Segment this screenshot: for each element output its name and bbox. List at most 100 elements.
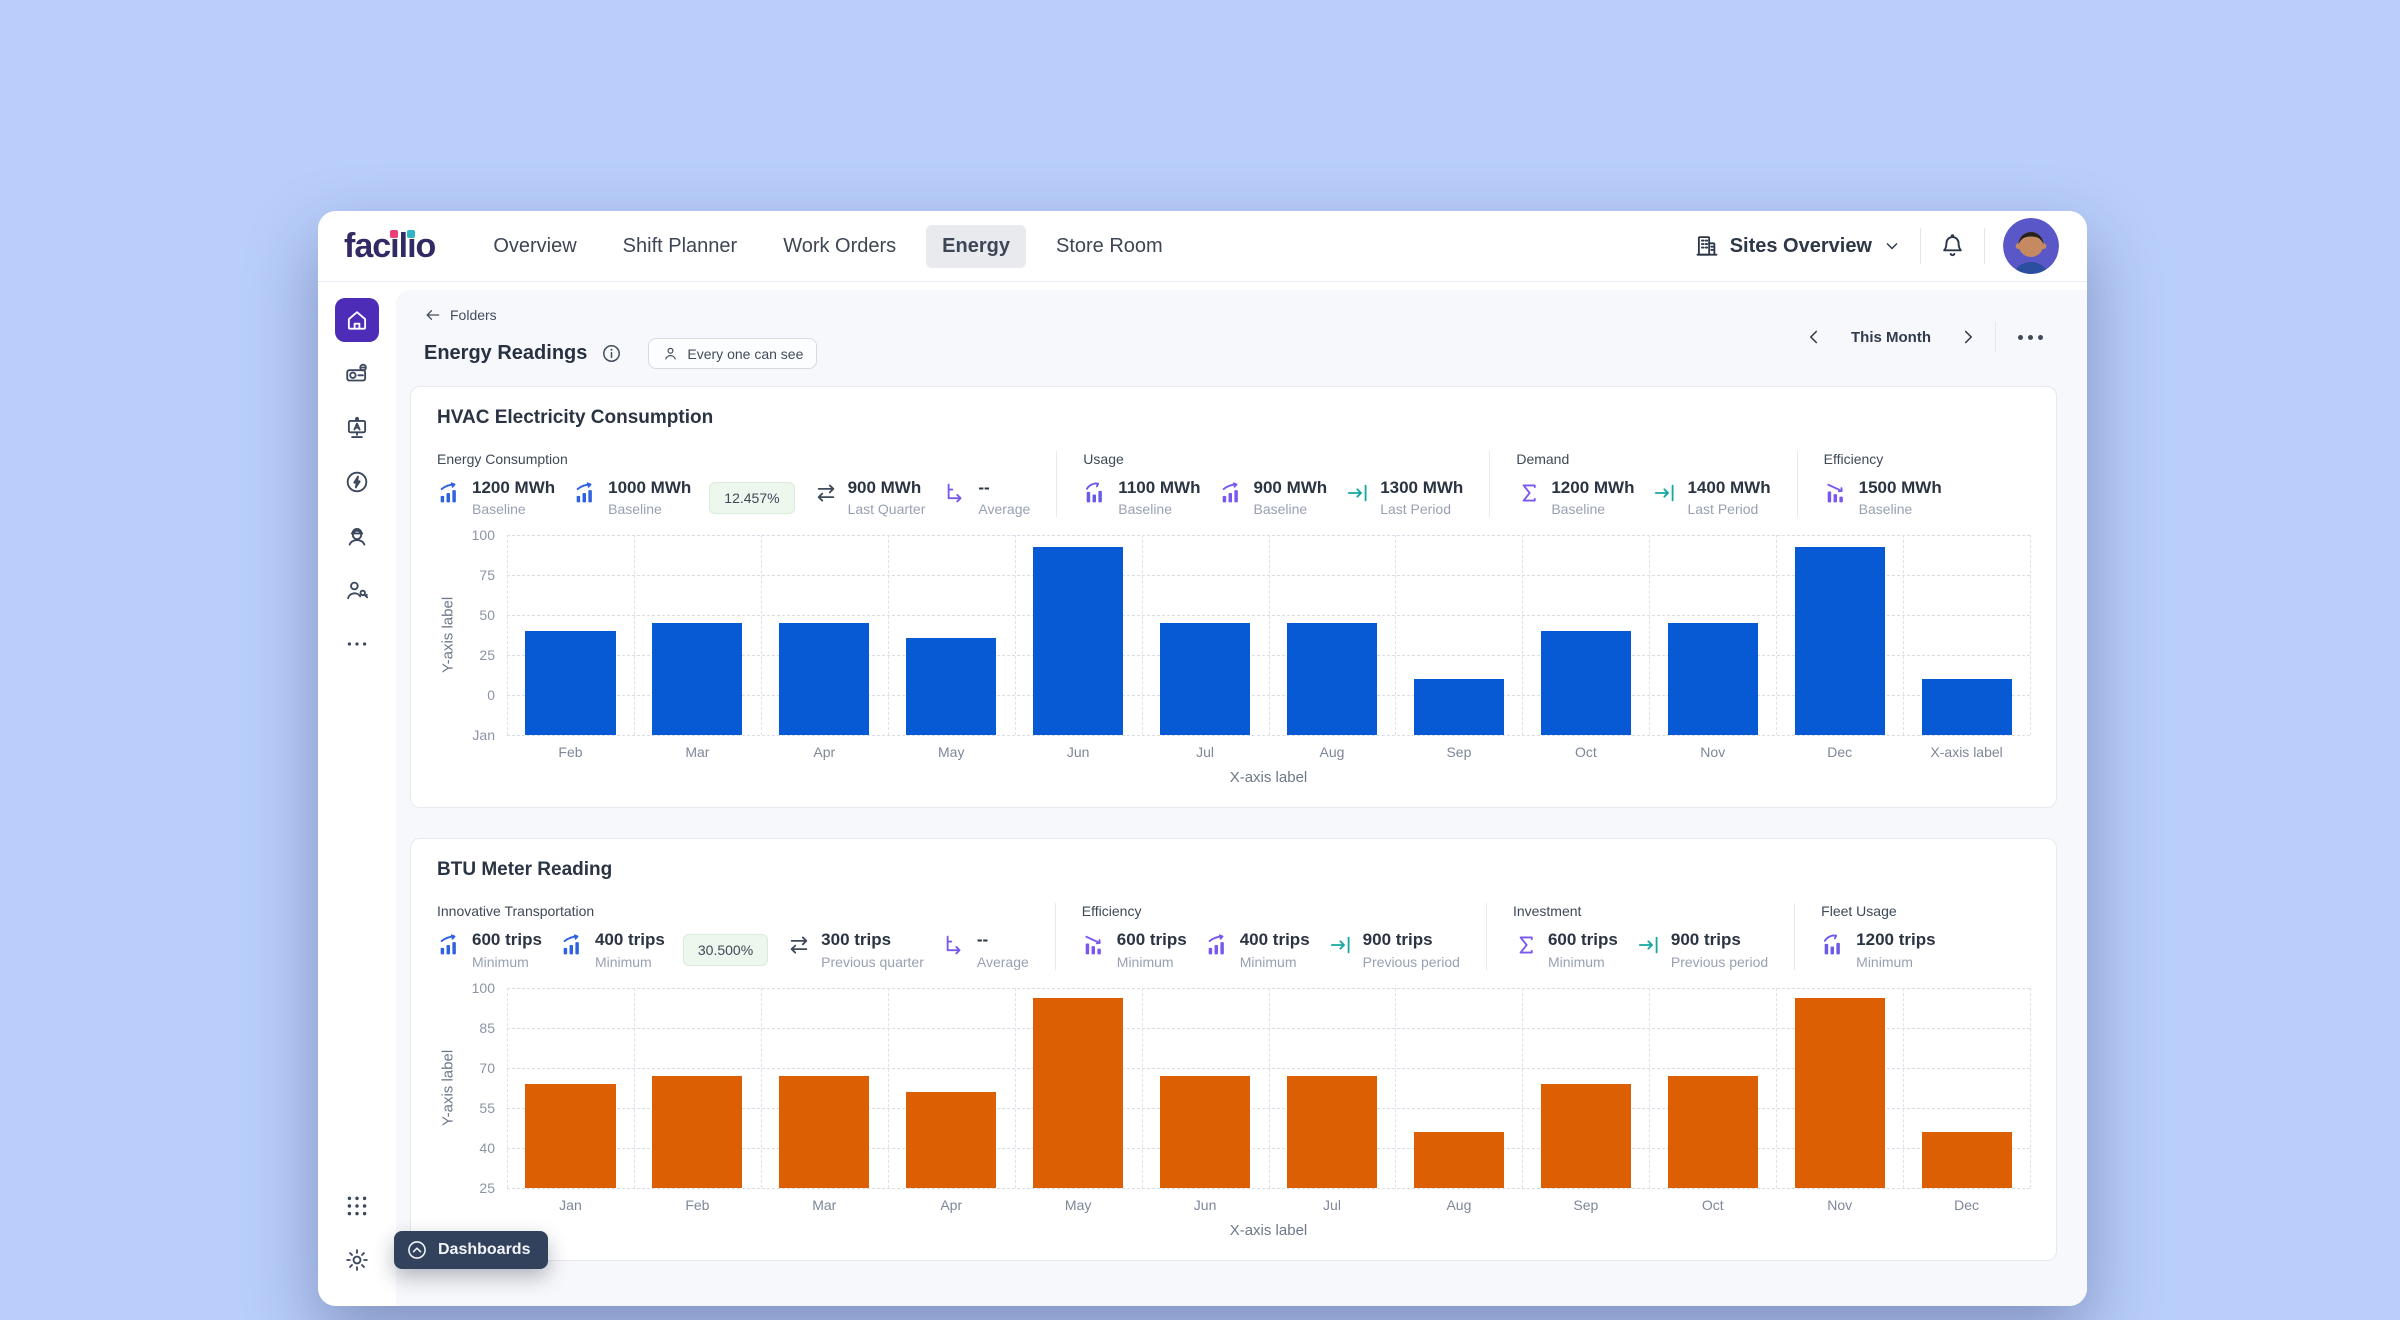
visibility-badge[interactable]: Every one can see [648, 338, 818, 369]
bar-column [1776, 535, 1903, 736]
x-tick-label: May [938, 744, 965, 761]
bar-column [507, 535, 634, 736]
x-tick-label: Jul [1196, 744, 1215, 761]
bar[interactable] [1286, 1075, 1378, 1188]
nav-item-overview[interactable]: Overview [493, 234, 577, 257]
bar[interactable] [1033, 546, 1124, 736]
breadcrumb-back[interactable]: Folders [424, 306, 497, 324]
bar-column [634, 988, 761, 1188]
bar-column [1903, 988, 2030, 1188]
kpi-group-label: Fleet Usage [1821, 903, 1897, 920]
divider [1984, 228, 1985, 264]
kpi-sublabel: Previous period [1362, 953, 1460, 970]
dashboards-button-label: Dashboards [438, 1241, 531, 1258]
sidebar-item-home[interactable] [335, 298, 379, 342]
bar[interactable] [1794, 998, 1885, 1188]
bar[interactable] [1413, 679, 1504, 736]
nav-item-store-room[interactable]: Store Room [1055, 234, 1163, 257]
kpi-group-label: Investment [1512, 903, 1582, 920]
y-axis-ticks: 100 75 50 25 0 Jan [459, 527, 507, 743]
bar[interactable] [1413, 1131, 1504, 1188]
user-avatar[interactable] [2003, 218, 2059, 274]
bars-up-icon [573, 480, 599, 506]
workforce-icon [344, 523, 370, 549]
cards-container: HVAC Electricity Consumption Energy Consu… [410, 386, 2057, 1261]
sidebar-item-kiosk[interactable] [335, 406, 379, 450]
bar[interactable] [652, 623, 743, 736]
kpi-stat: 600 trips Minimum [1082, 930, 1187, 970]
y-tick-label: 100 [471, 527, 495, 544]
bar[interactable] [1794, 546, 1885, 736]
sidebar-item-settings[interactable] [335, 1238, 379, 1282]
bar[interactable] [906, 637, 997, 736]
prev-period-button[interactable] [1803, 326, 1825, 348]
kpi-sublabel: Baseline [608, 501, 662, 518]
kpi-stat: 1200 MWh Baseline [1516, 478, 1634, 517]
bar[interactable] [525, 1083, 616, 1188]
bar[interactable] [906, 1091, 997, 1188]
bar[interactable] [1667, 1075, 1758, 1188]
v-gridline [1776, 535, 1778, 736]
nav-item-work-orders[interactable]: Work Orders [783, 234, 897, 257]
x-tick-label: Dec [1827, 744, 1853, 761]
v-gridline [2030, 535, 2031, 736]
dashboards-button[interactable]: Dashboards [394, 1231, 549, 1269]
x-tick-label: Apr [940, 1196, 963, 1213]
bar[interactable] [1540, 631, 1631, 736]
bars-up-icon [560, 932, 586, 958]
next-period-button[interactable] [1957, 326, 1979, 348]
bar-column [1015, 535, 1142, 736]
sidebar-item-energy[interactable] [335, 460, 379, 504]
kpi-value: 1300 MWh [1380, 478, 1464, 497]
bar[interactable] [1033, 998, 1124, 1188]
technician-icon [344, 577, 370, 603]
bar[interactable] [779, 1075, 870, 1188]
kpi-group: Efficiency 600 trips Minimum 400 trips Minim… [1054, 903, 1486, 970]
bar[interactable] [652, 1075, 743, 1188]
y-tick-label: 25 [479, 1179, 495, 1196]
v-gridline [633, 535, 635, 736]
site-selector[interactable]: Sites Overview [1694, 233, 1902, 259]
bar[interactable] [1160, 1075, 1251, 1188]
nav-item-shift-planner[interactable]: Shift Planner [622, 234, 738, 257]
x-tick-label: Nov [1827, 1196, 1853, 1213]
bar-column [1903, 535, 2030, 736]
v-gridline [1649, 535, 1651, 736]
kpi-group-label: Usage [1083, 451, 1124, 467]
kpi-text: 1100 MWh Baseline [1118, 478, 1200, 517]
kpi-text: 900 trips Previous period [1671, 930, 1768, 969]
bar[interactable] [1540, 1083, 1631, 1188]
sidebar-item-equipment[interactable] [335, 352, 379, 396]
info-icon[interactable] [601, 343, 622, 364]
more-options-button[interactable] [2012, 329, 2049, 346]
bar[interactable] [1921, 1131, 2012, 1188]
bar[interactable] [1667, 623, 1758, 736]
x-axis-labels: Feb Mar Apr May Jun Jul Aug Sep Oct Nov Dec X-axis … [507, 735, 2030, 769]
logo-i-dot [390, 230, 399, 238]
bar[interactable] [1921, 679, 2012, 736]
bar[interactable] [1160, 623, 1251, 736]
bar[interactable] [525, 631, 616, 736]
sidebar-item-technician[interactable] [335, 568, 379, 612]
sidebar-item-app-grid[interactable] [335, 1184, 379, 1228]
bar-column [634, 535, 761, 736]
facilio-logo[interactable]: facı lı o [344, 227, 436, 265]
notifications-button[interactable] [1939, 233, 1966, 260]
bar[interactable] [779, 623, 870, 736]
building-icon [1694, 233, 1720, 259]
bar[interactable] [1286, 623, 1378, 736]
dashboard-card: HVAC Electricity Consumption Energy Consu… [410, 386, 2057, 809]
x-tick-label: Jun [1193, 1196, 1217, 1213]
sidebar-item-workforce[interactable] [335, 514, 379, 558]
arrow-to-line-icon [1345, 480, 1371, 506]
kpi-value: -- [978, 478, 990, 497]
kpi-text: 600 trips Minimum [472, 930, 542, 969]
kpi-group-label: Efficiency [1081, 903, 1142, 920]
kpi-sublabel: Last Period [1380, 501, 1452, 518]
nav-item-energy[interactable]: Energy [926, 224, 1026, 268]
bar-column [1269, 988, 1396, 1188]
sidebar-item-more[interactable] [335, 622, 379, 666]
bars-arc-icon [1821, 932, 1847, 958]
x-tick-label: Mar [685, 744, 710, 761]
